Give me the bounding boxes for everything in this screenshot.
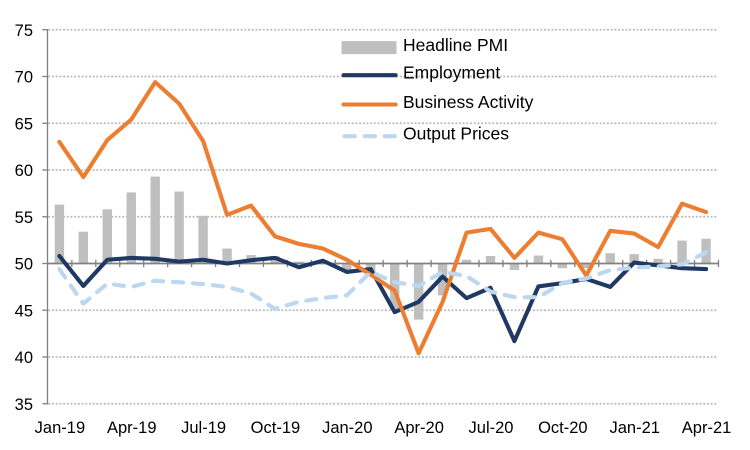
svg-text:Headline PMI: Headline PMI bbox=[403, 35, 508, 55]
svg-text:70: 70 bbox=[15, 69, 33, 87]
svg-text:Oct-20: Oct-20 bbox=[538, 419, 588, 437]
svg-text:65: 65 bbox=[15, 115, 33, 133]
svg-text:45: 45 bbox=[15, 302, 33, 320]
svg-text:Apr-19: Apr-19 bbox=[107, 419, 157, 437]
svg-text:50: 50 bbox=[15, 256, 33, 274]
svg-text:Oct-19: Oct-19 bbox=[251, 419, 301, 437]
svg-text:Jan-21: Jan-21 bbox=[609, 419, 659, 437]
svg-text:Jul-20: Jul-20 bbox=[469, 419, 514, 437]
svg-text:Jul-19: Jul-19 bbox=[181, 419, 226, 437]
svg-text:60: 60 bbox=[15, 162, 33, 180]
svg-text:55: 55 bbox=[15, 209, 33, 227]
svg-text:Jan-20: Jan-20 bbox=[322, 419, 372, 437]
svg-text:Business Activity: Business Activity bbox=[403, 92, 534, 112]
svg-text:Output Prices: Output Prices bbox=[403, 124, 509, 144]
svg-text:35: 35 bbox=[15, 396, 33, 414]
svg-text:40: 40 bbox=[15, 349, 33, 367]
svg-text:75: 75 bbox=[15, 22, 33, 40]
svg-text:Apr-20: Apr-20 bbox=[394, 419, 444, 437]
svg-text:Employment: Employment bbox=[403, 63, 500, 83]
svg-text:Apr-21: Apr-21 bbox=[682, 419, 732, 437]
svg-text:Jan-19: Jan-19 bbox=[35, 419, 85, 437]
